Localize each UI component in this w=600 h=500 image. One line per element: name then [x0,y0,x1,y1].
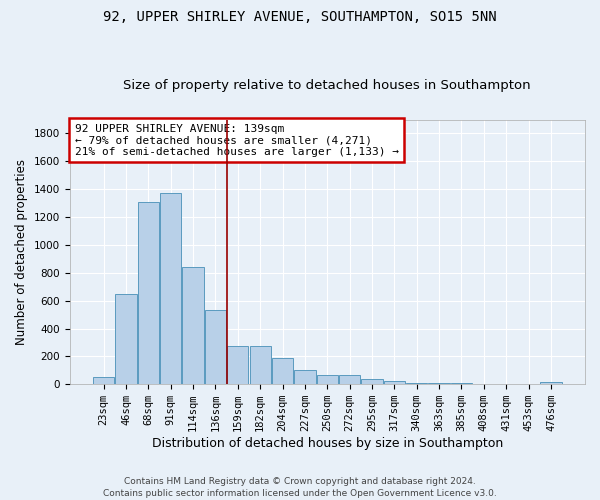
Bar [250,346,271,384]
Bar [294,370,316,384]
Bar [160,192,181,384]
Bar [428,383,450,384]
Bar [451,383,472,384]
Bar [384,382,405,384]
Text: Contains HM Land Registry data © Crown copyright and database right 2024.
Contai: Contains HM Land Registry data © Crown c… [103,476,497,498]
Bar [339,375,360,384]
Bar [541,382,562,384]
Bar [137,202,159,384]
Bar [205,310,226,384]
Bar [361,380,383,384]
Text: 92 UPPER SHIRLEY AVENUE: 139sqm
← 79% of detached houses are smaller (4,271)
21%: 92 UPPER SHIRLEY AVENUE: 139sqm ← 79% of… [74,124,398,156]
Y-axis label: Number of detached properties: Number of detached properties [15,159,28,345]
X-axis label: Distribution of detached houses by size in Southampton: Distribution of detached houses by size … [152,437,503,450]
Title: Size of property relative to detached houses in Southampton: Size of property relative to detached ho… [124,79,531,92]
Bar [227,346,248,384]
Text: 92, UPPER SHIRLEY AVENUE, SOUTHAMPTON, SO15 5NN: 92, UPPER SHIRLEY AVENUE, SOUTHAMPTON, S… [103,10,497,24]
Bar [115,294,137,384]
Bar [182,266,203,384]
Bar [317,375,338,384]
Bar [272,358,293,384]
Bar [406,383,427,384]
Bar [93,376,114,384]
